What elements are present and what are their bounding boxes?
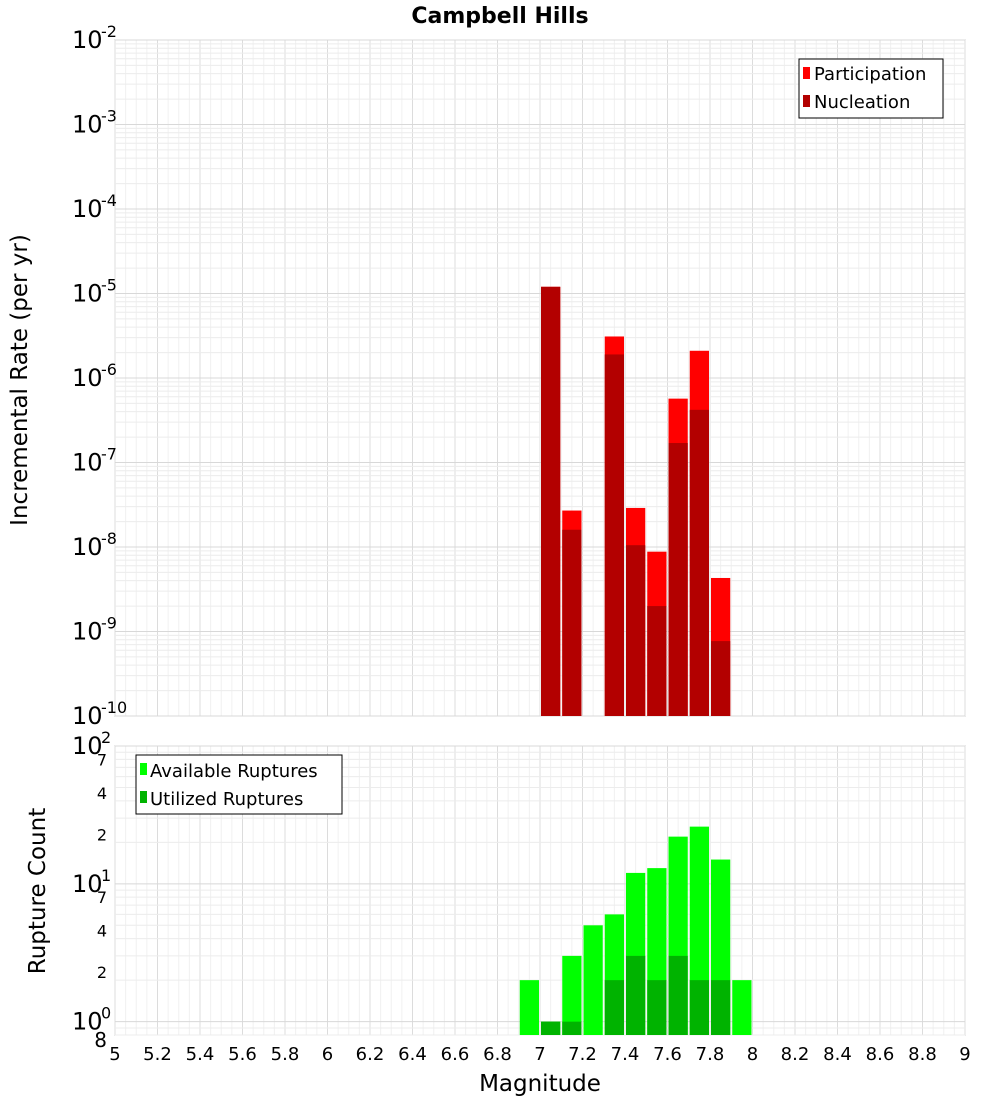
rate-y-tick-exponent: -7 <box>101 445 117 464</box>
count-bars <box>519 826 752 1035</box>
rate-y-tick-exponent: -3 <box>101 107 117 126</box>
rate-y-tick-label: 10 <box>72 195 103 223</box>
utilized-ruptures-legend-label: Utilized Ruptures <box>150 789 303 810</box>
count-bar-series1 <box>732 980 752 1035</box>
count-y-minor-tick-label: 7 <box>97 750 107 769</box>
count-y-tick-label: 10 <box>72 1008 103 1036</box>
count-y-minor-tick-label: 7 <box>97 888 107 907</box>
rate-y-tick-label: 10 <box>72 702 103 730</box>
rate-y-tick-exponent: -6 <box>101 360 117 379</box>
rate-y-tick-exponent: -4 <box>101 191 117 210</box>
rate-legend-box <box>798 58 944 119</box>
count-y-tick-exponent: 2 <box>101 728 111 747</box>
count-bar-series2 <box>647 980 667 1035</box>
count-bar-series2 <box>711 980 731 1035</box>
x-axis-label: Magnitude <box>479 1071 601 1097</box>
count-bar-series2 <box>604 980 624 1035</box>
x-tick-label: 7 <box>534 1044 545 1065</box>
rate-y-tick-exponent: -2 <box>101 22 117 41</box>
rate-bar-series2 <box>626 545 646 716</box>
utilized-ruptures-legend-swatch <box>140 791 147 803</box>
x-tick-label: 6.4 <box>398 1044 427 1065</box>
x-tick-label: 5.8 <box>271 1044 300 1065</box>
rate-legend: Participation Nucleation <box>798 58 944 119</box>
count-bar-series2 <box>689 980 709 1035</box>
count-legend-box <box>135 754 343 815</box>
rate-y-tick-label: 10 <box>72 533 103 561</box>
rate-bar-series2 <box>562 529 582 716</box>
rate-y-tick-label: 10 <box>72 280 103 308</box>
rate-y-tick-label: 10 <box>72 111 103 139</box>
x-tick-label: 7.8 <box>696 1044 725 1065</box>
x-tick-label: 6 <box>322 1044 333 1065</box>
rate-y-tick-label: 10 <box>72 449 103 477</box>
count-bar-series2 <box>562 1021 582 1035</box>
count-y-tick-label: 10 <box>72 870 103 898</box>
count-legend: Available Ruptures Utilized Ruptures <box>135 754 343 815</box>
x-tick-label: 5.6 <box>228 1044 257 1065</box>
count-y-minor-tick-label: 4 <box>97 922 107 941</box>
count-y-axis-label: Rupture Count <box>25 808 51 974</box>
rate-y-tick-exponent: -10 <box>101 698 127 717</box>
x-tick-label: 7.6 <box>653 1044 682 1065</box>
rate-y-tick-label: 10 <box>72 26 103 54</box>
rate-bar-series2 <box>668 443 688 716</box>
participation-legend-label: Participation <box>814 64 926 85</box>
count-y-minor-tick-label: 2 <box>97 963 107 982</box>
x-tick-label: 5 <box>109 1044 120 1065</box>
x-tick-label: 7.2 <box>568 1044 597 1065</box>
available-ruptures-legend-label: Available Ruptures <box>150 761 318 782</box>
x-tick-label: 6.2 <box>356 1044 385 1065</box>
rate-y-tick-label: 10 <box>72 364 103 392</box>
participation-legend-swatch <box>803 67 810 79</box>
x-tick-label: 8.6 <box>866 1044 895 1065</box>
count-y-tick-exponent: 1 <box>101 866 111 885</box>
count-y-minor-tick-label: 2 <box>97 825 107 844</box>
x-tick-label: 7.4 <box>611 1044 640 1065</box>
rate-bar-series2 <box>689 409 709 716</box>
nucleation-legend-swatch <box>803 95 810 107</box>
rate-y-tick-label: 10 <box>72 618 103 646</box>
rate-gridlines <box>114 39 966 717</box>
count-bar-series1 <box>519 980 539 1035</box>
x-tick-label: 5.4 <box>186 1044 215 1065</box>
available-ruptures-legend-swatch <box>140 763 147 775</box>
rate-bars <box>541 286 731 716</box>
count-y-minor-tick-label: 8 <box>94 1028 107 1052</box>
count-bar-series1 <box>562 955 582 1035</box>
chart-title: Campbell Hills <box>411 4 588 29</box>
x-tick-label: 9 <box>959 1044 970 1065</box>
rate-y-tick-exponent: -9 <box>101 614 117 633</box>
rate-bar-series2 <box>711 641 731 716</box>
rate-y-tick-exponent: -5 <box>101 276 117 295</box>
rate-bar-series2 <box>647 606 667 716</box>
rate-bar-series2 <box>541 286 561 716</box>
rate-bar-series2 <box>604 354 624 716</box>
count-bar-series1 <box>583 925 603 1035</box>
count-y-tick-label: 10 <box>72 732 103 760</box>
count-y-tick-exponent: 0 <box>101 1004 111 1023</box>
rate-y-tick-exponent: -8 <box>101 529 117 548</box>
x-tick-label: 8.2 <box>781 1044 810 1065</box>
count-bar-series2 <box>626 955 646 1035</box>
count-bar-series2 <box>541 1021 561 1035</box>
x-tick-label: 8.8 <box>908 1044 937 1065</box>
x-tick-label: 8 <box>747 1044 758 1065</box>
x-tick-label: 6.8 <box>483 1044 512 1065</box>
rate-y-axis-label: Incremental Rate (per yr) <box>7 234 33 526</box>
count-y-minor-tick-label: 4 <box>97 784 107 803</box>
count-bar-series2 <box>668 955 688 1035</box>
nucleation-legend-label: Nucleation <box>814 92 910 113</box>
x-tick-label: 6.6 <box>441 1044 470 1065</box>
x-tick-label: 5.2 <box>143 1044 172 1065</box>
x-tick-labels: 5 5.2 5.4 5.6 5.8 6 6.2 6.4 6.6 6.8 7 7.2 7.4 7.6 7.8 8… <box>109 1044 970 1065</box>
x-tick-label: 8.4 <box>823 1044 852 1065</box>
